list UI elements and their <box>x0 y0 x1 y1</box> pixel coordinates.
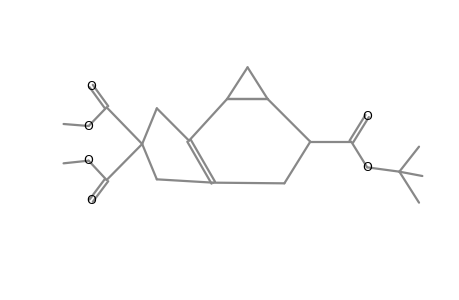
Text: O: O <box>361 110 371 122</box>
Text: O: O <box>361 161 371 174</box>
Text: O: O <box>84 119 93 133</box>
Text: O: O <box>86 194 96 207</box>
Text: O: O <box>86 80 96 92</box>
Text: O: O <box>84 154 93 167</box>
